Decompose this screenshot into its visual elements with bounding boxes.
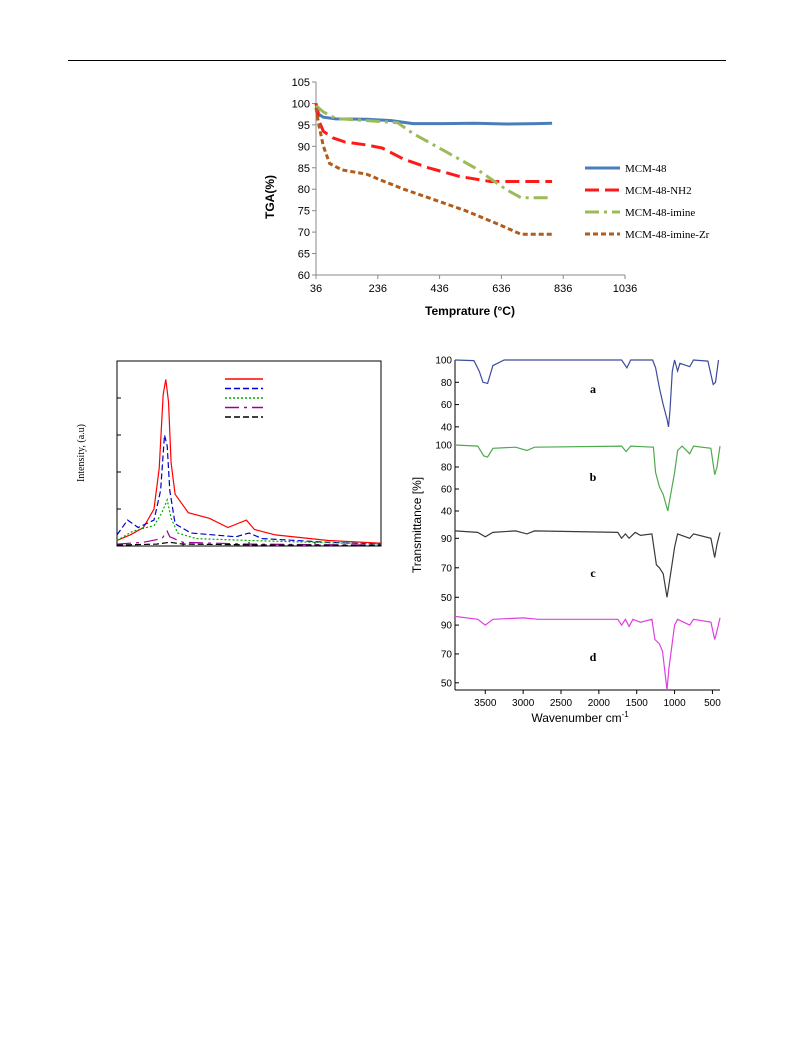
tga-axes: 60 65 70 75 80 85 90 95 100 105 36 236 436 636 836 1036 bbox=[292, 77, 638, 295]
xrd-legend bbox=[225, 378, 263, 418]
ftir-spectrum-b bbox=[454, 444, 721, 512]
tga-series-group bbox=[314, 103, 553, 236]
tga-y-tick-label: 60 bbox=[298, 270, 310, 282]
tga-legend-label-mcm48: MCM-48 bbox=[625, 163, 667, 175]
ftir-spectrum-c bbox=[454, 530, 721, 598]
tga-x-tick-label: 436 bbox=[430, 283, 448, 295]
tga-y-tick-label: 75 bbox=[298, 206, 310, 218]
xrd-series-group bbox=[116, 379, 382, 546]
ftir-panel-label-c: c bbox=[590, 566, 596, 580]
tga-x-tick-label: 1036 bbox=[613, 283, 637, 295]
tga-series-mcm-48-imine-zr bbox=[314, 107, 553, 236]
ftir-xlabel-text: Wavenumber cm bbox=[531, 711, 621, 725]
tga-xlabel: Temprature (°C) bbox=[425, 304, 515, 318]
xrd-series-4 bbox=[116, 530, 382, 546]
ftir-x-tick-label: 2000 bbox=[588, 698, 611, 709]
ftir-y-tick-label: 40 bbox=[441, 422, 453, 433]
ftir-y-tick-label: 70 bbox=[441, 563, 453, 574]
ftir-y-tick-label: 40 bbox=[441, 507, 453, 518]
header-rule bbox=[68, 60, 726, 61]
ftir-panel-label-d: d bbox=[590, 650, 597, 664]
ftir-y-tick-label: 50 bbox=[441, 678, 453, 689]
ftir-x-tick-label: 3000 bbox=[512, 698, 535, 709]
xrd-series-1 bbox=[116, 379, 382, 544]
tga-series-mcm-48 bbox=[314, 103, 553, 126]
ftir-y-tick-label: 100 bbox=[435, 356, 452, 367]
tga-y-tick-label: 65 bbox=[298, 249, 310, 261]
tga-y-tick-label: 80 bbox=[298, 184, 310, 196]
ftir-xlabel-sup: -1 bbox=[622, 710, 630, 719]
ftir-y-tick-label: 50 bbox=[441, 593, 453, 604]
ftir-y-tick-label: 80 bbox=[441, 378, 453, 389]
xrd-series-5 bbox=[116, 541, 382, 546]
ftir-panel-label-a: a bbox=[590, 382, 596, 396]
xrd-series-2 bbox=[116, 434, 382, 545]
xrd-ylabel: Intensity, (a.u) bbox=[76, 424, 87, 482]
ftir-x-tick-label: 2500 bbox=[550, 698, 573, 709]
tga-x-tick-label: 236 bbox=[369, 283, 387, 295]
ftir-y-tick-label: 60 bbox=[441, 485, 453, 496]
ftir-y-tick-label: 70 bbox=[441, 649, 453, 660]
tga-legend-label-mcm48-imine: MCM-48-imine bbox=[625, 207, 695, 219]
xrd-chart: Intensity, (a.u) bbox=[76, 360, 382, 547]
ftir-x-tick-label: 1000 bbox=[663, 698, 686, 709]
tga-x-tick-label: 36 bbox=[310, 283, 322, 295]
ftir-x-ticks: 3500 3000 2500 2000 1500 1000 500 bbox=[474, 690, 721, 709]
ftir-spectrum-a bbox=[454, 359, 720, 428]
tga-legend-label-mcm48-nh2: MCM-48-NH2 bbox=[625, 185, 692, 197]
tga-series-mcm-48-imine bbox=[315, 104, 553, 200]
ftir-x-tick-label: 3500 bbox=[474, 698, 497, 709]
tga-y-tick-label: 100 bbox=[292, 98, 310, 110]
tga-chart: 60 65 70 75 80 85 90 95 100 105 36 236 436 636 836 1036… bbox=[263, 77, 710, 318]
tga-legend: MCM-48 MCM-48-NH2 MCM-48-imine MCM-48-im… bbox=[585, 163, 710, 241]
tga-y-tick-label: 85 bbox=[298, 163, 310, 175]
ftir-ylabel: Transmittance [%] bbox=[410, 477, 424, 573]
tga-x-tick-label: 636 bbox=[492, 283, 510, 295]
ftir-y-tick-label: 80 bbox=[441, 463, 453, 474]
ftir-panel-label-b: b bbox=[590, 470, 597, 484]
tga-y-tick-label: 95 bbox=[298, 120, 310, 132]
tga-x-tick-label: 836 bbox=[554, 283, 572, 295]
ftir-y-tick-label: 90 bbox=[441, 621, 453, 632]
ftir-y-tick-label: 100 bbox=[435, 441, 452, 452]
tga-y-tick-label: 70 bbox=[298, 227, 310, 239]
ftir-y-tick-label: 90 bbox=[441, 534, 453, 545]
ftir-spectrum-d bbox=[454, 615, 721, 691]
tga-ylabel: TGA(%) bbox=[263, 175, 277, 219]
ftir-x-tick-label: 500 bbox=[704, 698, 721, 709]
ftir-y-tick-label: 60 bbox=[441, 400, 453, 411]
tga-series-mcm-48-nh2 bbox=[314, 103, 553, 183]
ftir-xlabel: Wavenumber cm-1 bbox=[531, 710, 629, 725]
tga-legend-label-mcm48-imine-zr: MCM-48-imine-Zr bbox=[625, 229, 710, 241]
ftir-x-tick-label: 1500 bbox=[626, 698, 649, 709]
tga-y-tick-label: 90 bbox=[298, 141, 310, 153]
tga-y-tick-label: 105 bbox=[292, 77, 310, 89]
ftir-panels: 100 80 60 40 a 100 80 60 40 b 90 70 50 c 90 70 50 d bbox=[435, 356, 721, 691]
xrd-series-3 bbox=[116, 497, 382, 545]
